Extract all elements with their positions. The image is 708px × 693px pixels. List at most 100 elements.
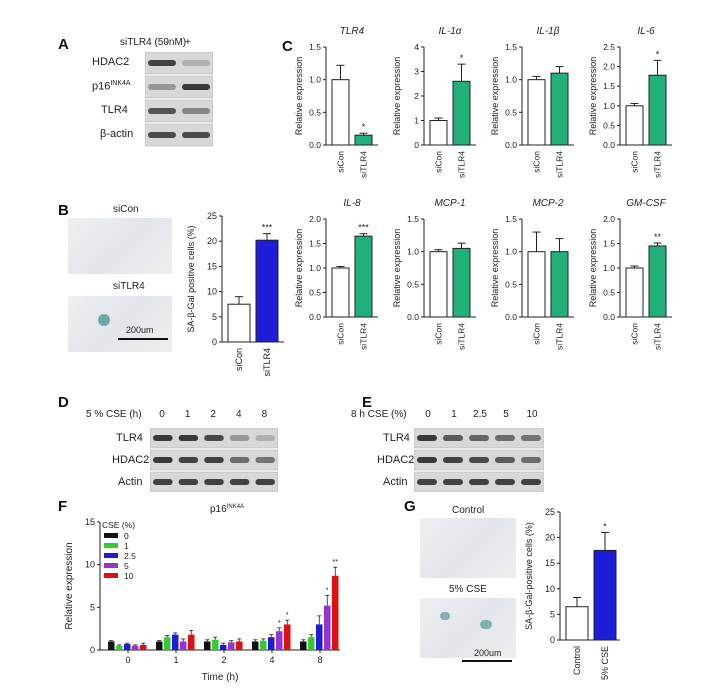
chart-c-5-title: MCP-1 [434,198,465,209]
chart-c-7-ytick-label-0: 0.0 [603,312,615,322]
chart-c-3-category-1: siTLR4 [653,151,663,178]
chart-c-5-ylabel: Relative expression [392,229,402,308]
p16-main-text: p16 [92,80,111,93]
chart-c-1-ytick-label-4: 4 [414,42,419,52]
chart-f-legend-label-0: 0 [124,531,129,541]
chart-c-5-ytick-label-3: 1.5 [407,214,419,224]
panel-g-scalebar [462,660,512,662]
panel-d-lane-label-0: 0 [159,409,165,420]
chart-b-ytick-label-3: 15 [207,261,217,271]
panel-a-blot-image [145,52,213,147]
chart-c-2-category-1: siTLR4 [555,151,565,178]
blot-d-band-1-0 [153,457,173,463]
blot-a-row-2 [145,99,213,123]
chart-c-5-bar-0 [429,251,448,318]
panel-a-treatment-label: siTLR4 (50nM) [120,37,187,48]
chart-c-2-bar-1 [550,72,569,146]
chart-c-5-ytick-label-1: 0.5 [407,279,419,289]
panel-a-lane-2-label: + [185,37,191,48]
chart-c-2-bar-0 [527,79,546,146]
chart-f-legend-title: CSE (%) [102,520,135,530]
chart-c-3-sig-1: * [656,49,660,59]
panel-b-microscopy-sicon [68,218,172,274]
chart-c-7-ytick-label-3: 1.5 [603,239,615,249]
chart-c-7-ytick-label-2: 1.0 [603,263,615,273]
panel-c-chart-1: 0 1 2 3 4 siCon * siTLR4 Relative expression IL-1… [392,26,476,178]
blot-d-band-0-3 [229,435,250,441]
chart-f-ylabel: Relative expression [64,542,75,629]
chart-c-2-ytick-label-3: 1.5 [505,42,517,52]
panel-letter-c: C [282,38,293,55]
chart-f-ytick-label-3: 15 [85,517,95,527]
chart-c-3-ytick-label-4: 2.0 [603,62,615,72]
chart-f-category-0: 0 [125,655,130,665]
panel-e-blot-image [414,428,544,492]
panel-b-microscopy-sitlr4 [68,296,172,352]
panel-g-microscopy-cse [420,598,516,658]
panel-d-blot-image [150,428,278,492]
chart-g-category-0: Control [572,646,582,675]
chart-c-4-ytick-label-3: 1.5 [309,239,321,249]
chart-c-5-ytick-label-0: 0.0 [407,312,419,322]
blot-e-band-0-4 [521,435,541,441]
blot-d-band-2-0 [153,479,173,485]
chart-f-bar-1-2 [212,639,219,650]
panel-b-chart: 0 5 10 15 20 25 siCon *** siTLR4 SA-β-Gal positiv… [186,211,284,377]
panel-e-protein-actin: Actin [383,476,408,488]
chart-g-ytick-label-0: 0 [550,635,555,645]
panel-d-lane-label-4: 8 [261,409,268,420]
chart-c-5-category-0: siCon [434,323,444,345]
chart-f-bar-4-3 [284,624,291,650]
panel-e-treatment-label: 8 h CSE (%) [351,409,407,420]
blot-d-band-2-3 [229,479,250,485]
chart-c-7-bar-0 [625,267,644,318]
panel-e-protein-tlr4: TLR4 [383,432,410,444]
chart-f-ytick-label-0: 0 [90,645,95,655]
panel-c-chart-2: 0.0 0.5 1.0 1.5 siCon siTLR4 Relative expressi… [490,26,574,178]
blot-a-band-1-0 [148,84,176,90]
blot-e-band-2-2 [469,479,489,485]
chart-f-legend-swatch-4 [104,573,118,578]
blot-d-band-0-4 [255,435,275,441]
blot-e-band-2-0 [417,479,437,485]
panel-d-protein-tlr4: TLR4 [116,432,143,444]
chart-f-bar-0-4 [300,641,307,650]
chart-c-3-ylabel: Relative expression [588,57,598,136]
chart-c-1-ylabel: Relative expression [392,57,402,136]
chart-c-7-bar-1 [648,245,667,318]
blot-e-band-0-2 [469,435,489,441]
chart-f-category-2: 2 [221,655,226,665]
chart-f-bar-2-3 [268,637,275,650]
blot-d-band-1-1 [178,457,199,463]
panel-c-chart-3: 0.0 0.5 1.0 1.5 2.0 2.5 siCon * siTLR4 Relative e… [588,26,672,178]
chart-c-6-ytick-label-3: 1.5 [505,214,517,224]
chart-f-ytick-label-1: 5 [90,602,95,612]
blot-e-band-1-2 [469,457,489,463]
chart-f-bar-3-1 [180,641,187,650]
panel-b-scalebar-label: 200um [126,325,154,335]
chart-f-bar-3-4 [324,605,331,650]
blot-e-band-0-0 [417,435,437,441]
blot-d-band-2-2 [204,479,224,485]
panel-g-chart: 0 5 10 15 20 25 Control * 5% CSE SA-β-Gal-positiv… [524,507,620,680]
panel-letter-f: F [58,498,68,515]
chart-f-bar-1-0 [116,645,123,650]
chart-c-4-ytick-label-4: 2.0 [309,214,321,224]
chart-f-sig-3-3: * [278,620,281,627]
chart-g-bar-0 [565,606,589,641]
chart-c-1-bar-0 [429,120,448,146]
chart-c-1-bar-1 [452,80,471,146]
chart-c-4-ytick-label-1: 0.5 [309,288,321,298]
chart-f-legend-swatch-2 [104,553,118,558]
chart-f-bar-2-1 [172,634,179,650]
sa-beta-gal-stain-1 [440,612,450,620]
blot-a-band-0-0 [148,60,176,66]
chart-c-5-ytick-label-2: 1.0 [407,247,419,257]
chart-f-sig-4-3: * [286,612,289,619]
chart-c-0-bar-1 [354,134,373,146]
chart-c-7-ylabel: Relative expression [588,229,598,308]
chart-c-1-title: IL-1α [439,26,462,37]
chart-c-7-ytick-label-1: 0.5 [603,288,615,298]
chart-c-2-category-0: siCon [532,151,542,173]
chart-c-7-sig-1: ** [654,232,662,242]
